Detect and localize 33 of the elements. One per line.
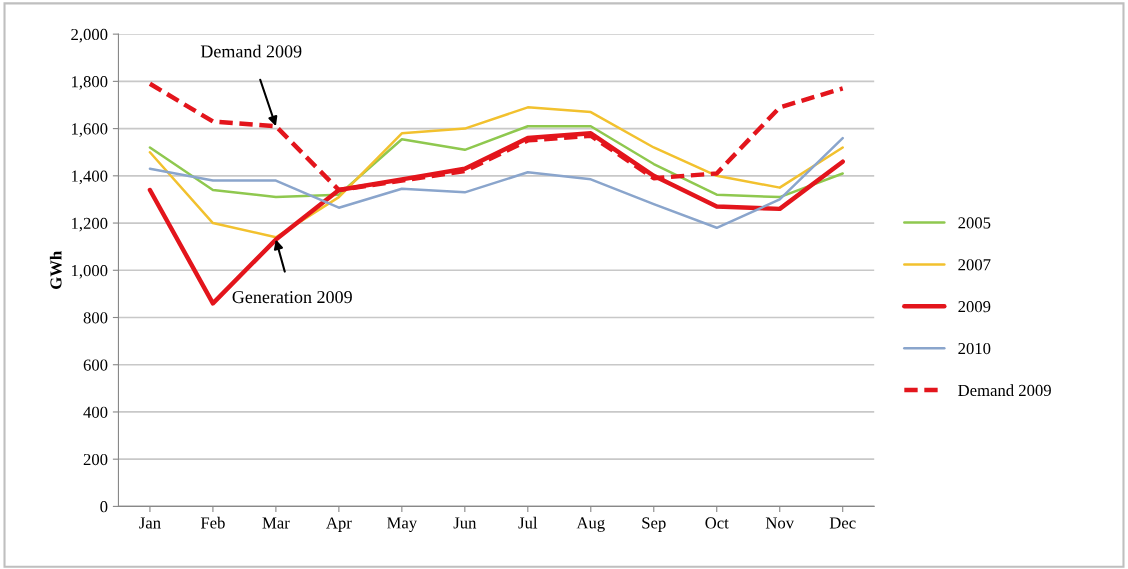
x-tick-label: Aug [576, 517, 605, 532]
x-tick-label: Jul [518, 516, 538, 529]
y-tick-label: 1,800 [71, 76, 108, 90]
y-tick-label: 0 [100, 501, 108, 513]
y-tick-label: 200 [83, 453, 108, 466]
y-tick-label: 1,400 [71, 170, 108, 185]
legend-label: 2010 [958, 342, 991, 355]
x-tick-label: Feb [200, 516, 225, 529]
x-tick-label: Nov [765, 517, 795, 529]
y-tick-label: 1,600 [71, 123, 108, 137]
legend-label: Demand 2009 [958, 384, 1051, 397]
x-tick-label: Dec [829, 517, 856, 529]
x-tick-label: Oct [705, 517, 729, 529]
legend-label: 2005 [958, 217, 991, 229]
y-tick-label: 2,000 [71, 28, 108, 43]
y-tick-label: 400 [83, 406, 108, 418]
y-tick-label: 600 [83, 359, 108, 371]
y-tick-label: 800 [83, 312, 108, 324]
legend-label: 2007 [958, 259, 991, 271]
annotation: Demand 2009 [200, 44, 302, 58]
x-tick-label: Mar [262, 517, 290, 529]
x-tick-label: May [387, 517, 418, 532]
y-tick-label: 1,000 [71, 264, 108, 279]
x-tick-label: Sep [642, 517, 666, 532]
x-tick-label: Jun [453, 517, 477, 529]
y-tick-label: 1,200 [71, 217, 108, 232]
x-tick-label: Apr [326, 517, 352, 532]
y-axis-title: GWh [49, 251, 62, 289]
x-tick-label: Jan [139, 517, 161, 529]
line-series [148, 136, 844, 230]
legend-label: 2009 [958, 301, 991, 313]
annotation: Generation 2009 [232, 290, 352, 304]
line-series [148, 106, 844, 239]
